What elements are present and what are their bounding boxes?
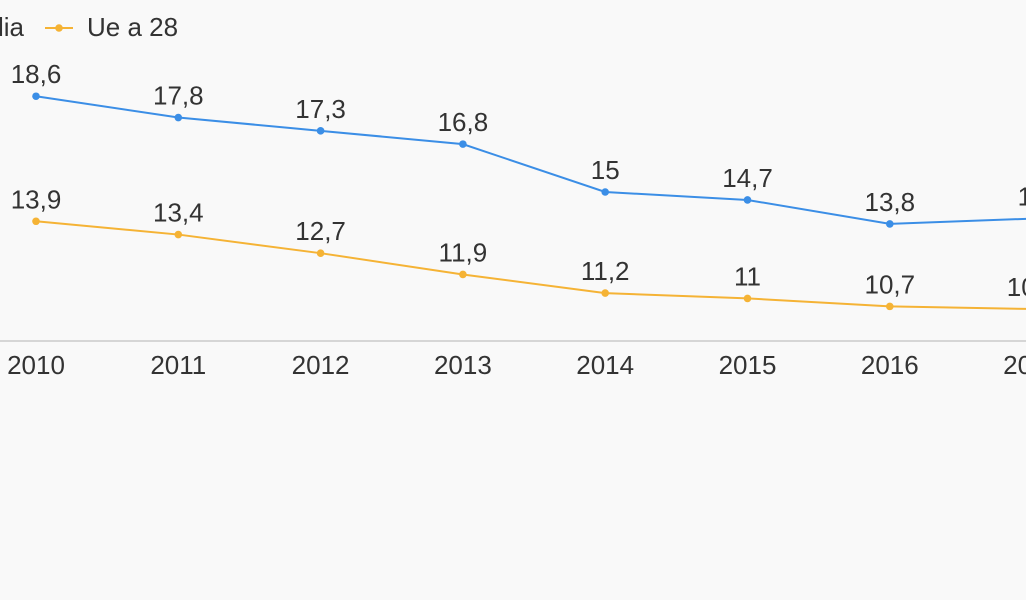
series-line-ue-a-28 [35, 220, 1026, 310]
x-axis-ticks: 2010 2011 2012 2013 2014 2015 2016 2017 [7, 350, 1026, 380]
data-point-ue-a-28-2013[interactable] [459, 270, 467, 279]
x-tick-label-2010: 2010 [7, 350, 65, 380]
data-label-italia-2010: 18,6 [11, 59, 62, 89]
data-point-ue-a-28-2012[interactable] [316, 249, 325, 257]
x-tick-label-2015: 2015 [719, 350, 777, 380]
legend-marker-ue [45, 24, 73, 32]
data-point-italia-2010[interactable] [32, 92, 40, 101]
data-point-italia-2014[interactable] [601, 188, 609, 196]
data-point-ue-a-28-2016[interactable] [886, 302, 894, 311]
data-point-ue-a-28-2010[interactable] [32, 217, 40, 226]
series-line-italia [35, 95, 1026, 225]
data-point-ue-a-28-2015[interactable] [743, 294, 752, 303]
data-label-ue-a-28-2016: 10,7 [864, 269, 915, 299]
x-tick-label-2014: 2014 [576, 350, 634, 380]
data-label-ue-a-28-2012: 12,7 [295, 216, 346, 246]
series-layer [32, 92, 1026, 311]
data-label-ue-a-28-2013: 11,9 [439, 237, 488, 267]
data-label-ue-a-28-2015: 11 [734, 261, 761, 291]
data-label-italia-2016: 13,8 [864, 187, 915, 217]
data-label-italia-2013: 16,8 [438, 107, 489, 137]
data-point-italia-2015[interactable] [743, 196, 752, 204]
x-tick-label-2017: 2017 [1003, 350, 1026, 380]
legend-label-italia: Italia [0, 12, 25, 42]
data-label-italia-2017: 14 [1018, 182, 1026, 212]
x-tick-label-2011: 2011 [150, 350, 206, 380]
data-labels: 18,6 17,8 17,3 16,8 15 14,7 13,8 14 13,9 13,4 12,7… [11, 59, 1026, 302]
data-label-ue-a-28-2011: 13,4 [153, 198, 204, 228]
x-tick-label-2013: 2013 [434, 350, 492, 380]
x-tick-label-2012: 2012 [292, 350, 350, 380]
data-label-italia-2012: 17,3 [295, 94, 346, 124]
data-point-italia-2016[interactable] [886, 220, 894, 228]
legend-label-ue: Ue a 28 [87, 12, 178, 42]
data-label-ue-a-28-2017: 10,6 [1007, 272, 1026, 302]
legend: Italia Ue a 28 [0, 12, 178, 42]
data-point-italia-2012[interactable] [316, 127, 325, 135]
data-label-ue-a-28-2010: 13,9 [11, 184, 62, 214]
data-point-ue-a-28-2011[interactable] [174, 230, 183, 239]
data-point-ue-a-28-2014[interactable] [601, 289, 609, 297]
data-point-italia-2011[interactable] [174, 113, 183, 122]
data-label-italia-2011: 17,8 [153, 81, 204, 111]
data-label-ue-a-28-2014: 11,2 [581, 256, 630, 286]
data-point-italia-2013[interactable] [459, 140, 467, 148]
data-label-italia-2015: 14,7 [722, 163, 773, 193]
x-tick-label-2016: 2016 [861, 350, 919, 380]
data-label-italia-2014: 15 [591, 155, 620, 185]
